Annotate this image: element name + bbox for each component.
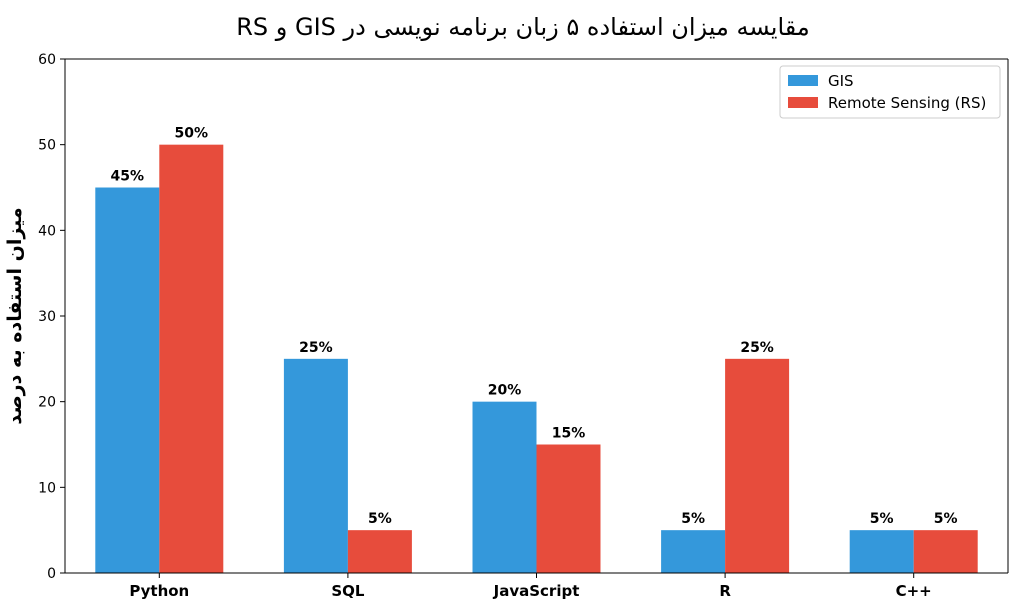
data-label: 45% [111,169,145,185]
data-label: 25% [740,340,774,356]
data-label: 5% [681,511,705,527]
bar-r-rs[interactable] [725,358,790,573]
data-label: 5% [934,511,958,527]
plot-area: 45% 25% 20% 5% 5% 50% 5% 15% 25% 5% 0 10 20 30 40 50 60 P… [38,52,1009,600]
y-tick-label: 20 [38,395,56,411]
bar-javascript-gis[interactable] [472,401,537,573]
legend-swatch [788,75,818,86]
chart-title: مقایسه میزان استفاده ۵ زبان برنامه نویسی… [236,13,810,41]
data-label: 50% [175,126,209,142]
bar-c-rs[interactable] [913,530,978,573]
bar-javascript-rs[interactable] [536,444,601,574]
x-tick-label: Python [129,582,189,600]
legend-entry: GIS [828,72,854,90]
y-tick-label: 0 [47,566,56,582]
x-tick-label: JavaScript [493,582,580,600]
bar-sql-rs[interactable] [347,530,412,573]
y-tick-label: 60 [38,52,56,68]
data-label: 15% [552,426,586,442]
y-tick-label: 50 [38,138,56,154]
legend: GIS Remote Sensing (RS) [779,65,1001,119]
bar-c-gis[interactable] [849,530,914,573]
data-label: 20% [488,383,522,399]
y-axis-label: میزان استفاده به درصد [4,207,26,424]
data-label: 5% [870,511,894,527]
x-tick-label: SQL [331,582,365,600]
bar-sql-gis[interactable] [283,358,348,573]
legend-entry: Remote Sensing (RS) [828,94,986,112]
x-tick-label: R [719,582,731,600]
bar-python-gis[interactable] [95,187,160,574]
legend-swatch [788,97,818,108]
data-label: 25% [299,340,333,356]
x-tick-label: C++ [896,582,932,600]
y-tick-label: 10 [38,480,56,496]
bar-r-gis[interactable] [661,530,726,573]
data-label: 5% [368,511,392,527]
y-tick-label: 40 [38,223,56,239]
y-tick-label: 30 [38,309,56,325]
legend-box [779,65,1001,119]
bar-python-rs[interactable] [159,144,224,573]
